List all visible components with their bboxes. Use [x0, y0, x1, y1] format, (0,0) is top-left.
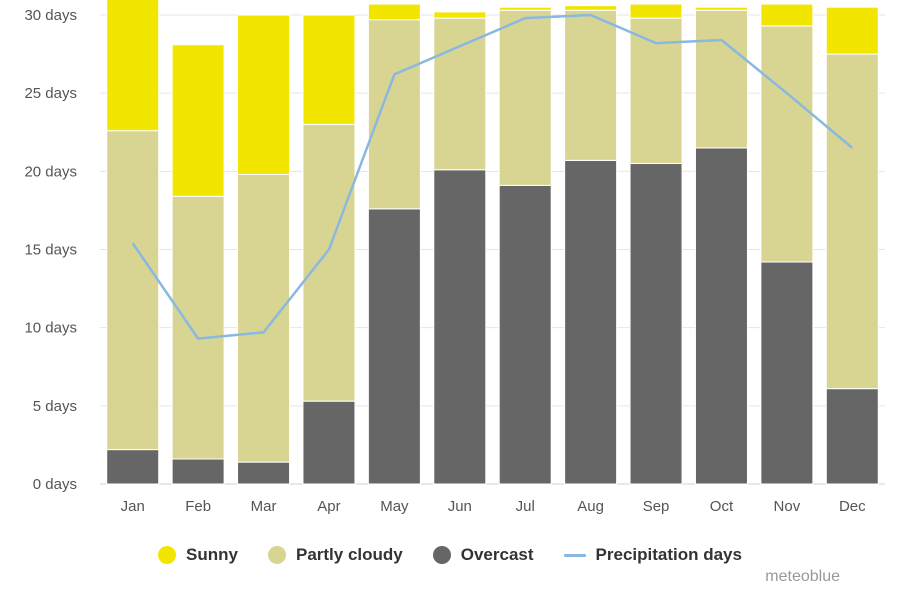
bar-partly-cloudy[interactable] [498, 9, 552, 186]
line-precipitation-days[interactable] [131, 13, 854, 340]
bar-overcast[interactable] [760, 261, 814, 485]
bar-sunny[interactable] [171, 44, 225, 197]
bar-partly-cloudy[interactable] [760, 25, 814, 263]
bar-partly-cloudy[interactable] [629, 17, 683, 165]
bar-overcast[interactable] [106, 449, 160, 485]
bar-partly-cloudy[interactable] [237, 173, 291, 463]
bar-overcast[interactable] [171, 458, 225, 485]
legend-label: Precipitation days [595, 545, 742, 564]
bar-overcast[interactable] [564, 159, 618, 485]
x-tick-label: Jan [121, 498, 145, 515]
x-tick-label: Dec [839, 498, 866, 515]
precipitation-line-icon [563, 553, 586, 557]
bar-sunny[interactable] [433, 11, 487, 19]
y-tick-label: 5 days [33, 398, 77, 415]
x-tick-label: Oct [710, 498, 734, 515]
bar-layer [106, 0, 879, 485]
y-tick-label: 0 days [33, 476, 77, 493]
bar-overcast[interactable] [302, 400, 356, 485]
bar-sunny[interactable] [302, 14, 356, 125]
y-axis-ticks: 0 days 5 days 10 days 15 days 20 days 25 days… [24, 7, 77, 493]
bar-sunny[interactable] [106, 0, 160, 132]
x-tick-label: Mar [251, 498, 277, 515]
bar-overcast[interactable] [498, 184, 552, 485]
y-tick-label: 30 days [24, 7, 77, 24]
legend-label: Sunny [186, 545, 238, 564]
x-tick-label: Jun [448, 498, 472, 515]
bar-sunny[interactable] [367, 3, 421, 21]
legend-label: Overcast [460, 545, 534, 564]
grid-layer [100, 14, 885, 485]
x-tick-label: Nov [774, 498, 801, 515]
legend-label: Partly cloudy [295, 545, 403, 564]
bar-sunny[interactable] [564, 5, 618, 11]
bar-overcast[interactable] [694, 147, 748, 485]
y-tick-label: 20 days [24, 163, 77, 180]
bar-sunny[interactable] [760, 3, 814, 27]
bar-partly-cloudy[interactable] [433, 17, 487, 171]
bar-partly-cloudy[interactable] [825, 53, 879, 390]
x-tick-label: Sep [643, 498, 670, 515]
x-tick-label: Feb [185, 498, 211, 515]
x-axis-ticks: Jan Feb Mar Apr May Jun Jul Aug Sep Oct Nov Dec [121, 498, 867, 515]
bar-sunny[interactable] [237, 14, 291, 175]
bar-overcast[interactable] [367, 208, 421, 485]
bar-partly-cloudy[interactable] [367, 19, 421, 210]
legend-item-sunny[interactable]: Sunny [158, 545, 238, 565]
bar-partly-cloudy[interactable] [171, 195, 225, 460]
bar-sunny[interactable] [629, 3, 683, 19]
bar-partly-cloudy[interactable] [564, 9, 618, 161]
sunny-dot-icon [158, 546, 177, 564]
bar-overcast[interactable] [433, 169, 487, 485]
y-tick-label: 25 days [24, 85, 77, 102]
bar-sunny[interactable] [825, 6, 879, 55]
x-tick-label: Apr [317, 498, 340, 515]
bar-partly-cloudy[interactable] [694, 9, 748, 149]
bar-sunny[interactable] [498, 6, 552, 11]
bar-overcast[interactable] [237, 461, 291, 485]
legend: Sunny Partly cloudy Overcast Precipitati… [0, 540, 900, 570]
credit-label: meteoblue [765, 568, 840, 585]
bar-overcast[interactable] [629, 163, 683, 485]
x-tick-label: Jul [516, 498, 535, 515]
y-tick-label: 10 days [24, 320, 77, 337]
legend-item-partly-cloudy[interactable]: Partly cloudy [267, 545, 403, 565]
bar-partly-cloudy[interactable] [302, 123, 356, 402]
bar-sunny[interactable] [694, 6, 748, 11]
line-layer [131, 13, 854, 340]
legend-item-precipitation-days[interactable]: Precipitation days [563, 545, 742, 565]
bar-overcast[interactable] [825, 388, 879, 485]
bar-partly-cloudy[interactable] [106, 130, 160, 451]
x-tick-label: May [380, 498, 409, 515]
overcast-dot-icon [432, 546, 451, 564]
x-tick-label: Aug [577, 498, 604, 515]
legend-item-overcast[interactable]: Overcast [432, 545, 534, 565]
cloud-cover-chart: 0 days 5 days 10 days 15 days 20 days 25 days… [24, 0, 885, 515]
y-tick-label: 15 days [24, 242, 77, 259]
partly-cloudy-dot-icon [267, 546, 286, 564]
